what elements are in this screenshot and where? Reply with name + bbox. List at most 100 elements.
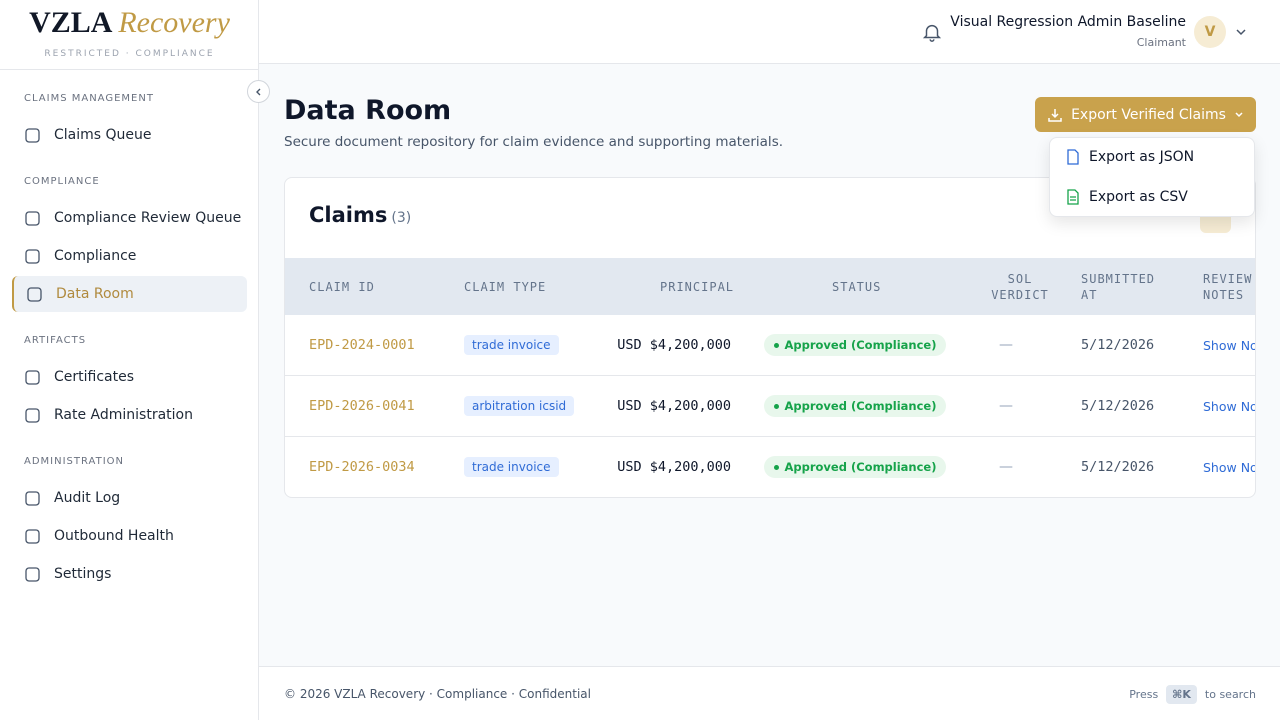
cell: 5/12/2026 xyxy=(1081,376,1154,436)
cell[interactable]: EPD-2026-0041 xyxy=(309,376,415,436)
column-header: STATUS xyxy=(832,280,882,294)
cell[interactable]: EPD-2024-0001 xyxy=(309,315,415,375)
status: Approved (Compliance) xyxy=(763,334,947,356)
show-notes[interactable]: Show Notes xyxy=(1203,459,1255,475)
brand[interactable]: VZLA Recovery xyxy=(0,6,259,40)
footer: © 2026 VZLA Recovery · Compliance · Conf… xyxy=(259,666,1280,720)
export-button[interactable]: Export Verified Claims xyxy=(1035,97,1256,132)
cell: — xyxy=(966,376,1046,436)
nav-item[interactable]: Compliance Review Queue xyxy=(12,200,247,236)
column-header: SOL VERDICT xyxy=(991,272,1049,302)
tagline: RESTRICTED · COMPLIANCE xyxy=(44,49,215,59)
nav-item[interactable]: Settings xyxy=(12,556,247,592)
cell: trade invoice xyxy=(464,437,559,497)
page-subtitle: Secure document repository for claim evi… xyxy=(284,134,784,150)
nav-label: Claims Queue xyxy=(54,127,152,143)
submitted-at: 5/12/2026 xyxy=(1081,459,1155,475)
user-role: Claimant xyxy=(1136,36,1186,49)
page-title: Data Room xyxy=(284,95,452,126)
menu-label: Export as JSON xyxy=(1089,149,1195,165)
cell[interactable]: EPD-2026-0034 xyxy=(309,437,415,497)
brand-name: VZLA xyxy=(29,6,111,39)
column-header: CLAIM ID xyxy=(309,280,375,294)
sol-verdict: — xyxy=(999,459,1013,475)
cell: USD $4,200,000 xyxy=(585,437,731,497)
column-header: REVIEW NOTES xyxy=(1203,272,1253,302)
cell: USD $4,200,000 xyxy=(585,315,731,375)
avatar[interactable]: V xyxy=(1194,16,1226,48)
collapse-button[interactable] xyxy=(247,80,270,103)
nav-label: Audit Log xyxy=(54,490,121,506)
nav-label: Certificates xyxy=(54,369,135,385)
nav-label: Outbound Health xyxy=(54,528,174,544)
nav-section: COMPLIANCE xyxy=(24,176,100,187)
menu-item[interactable]: Export as CSV xyxy=(1066,189,1188,205)
hint-text: Press xyxy=(1129,688,1159,701)
card-title: Claims (3) xyxy=(309,203,411,227)
status: Approved (Compliance) xyxy=(763,395,947,417)
menu-item[interactable]: Export as JSON xyxy=(1066,149,1194,165)
nav-item[interactable]: Compliance xyxy=(12,238,247,274)
shortcut: ⌘K xyxy=(1166,685,1197,704)
menu-label: Export as CSV xyxy=(1089,189,1188,205)
copyright: © 2026 VZLA Recovery · Compliance · Conf… xyxy=(284,687,591,701)
submitted-at: 5/12/2026 xyxy=(1081,398,1155,414)
cell: trade invoice xyxy=(464,315,559,375)
cell: Show Notes xyxy=(1203,376,1255,436)
claim-type: arbitration icsid xyxy=(464,396,575,416)
nav-label: Data Room xyxy=(56,286,134,302)
user-name: Visual Regression Admin Baseline xyxy=(950,14,1186,30)
user-menu[interactable] xyxy=(1235,27,1247,37)
brand-accent: Recovery xyxy=(118,6,230,39)
card-title-text: Claims xyxy=(309,203,388,227)
nav-item[interactable]: Audit Log xyxy=(12,480,247,516)
cell: Approved (Compliance) xyxy=(755,376,955,436)
principal: USD $4,200,000 xyxy=(617,459,731,475)
nav-label: Compliance Review Queue xyxy=(54,210,242,226)
cell: Show Notes xyxy=(1203,315,1255,375)
column-header: PRINCIPAL xyxy=(660,280,735,294)
nav-item[interactable]: Certificates xyxy=(12,359,247,395)
table-row: EPD-2024-0001 trade invoice USD $4,200,000… xyxy=(285,315,1255,376)
sol-verdict: — xyxy=(999,398,1013,414)
table-row: EPD-2026-0041 arbitration icsid USD $4,200… xyxy=(285,376,1255,437)
sidebar: VZLA Recovery RESTRICTED · COMPLIANCE CL… xyxy=(0,0,259,720)
claims-card: Claims (3) CLAIM ID CLAIM TYPE PRINCIPAL STA… xyxy=(284,177,1256,498)
divider xyxy=(0,69,259,70)
nav-label: Rate Administration xyxy=(54,407,193,423)
nav-label: Settings xyxy=(54,566,112,582)
cell: USD $4,200,000 xyxy=(585,376,731,436)
search-hint: Press ⌘K to search xyxy=(1129,685,1256,704)
column-header: CLAIM TYPE xyxy=(464,280,547,294)
nav-section: CLAIMS MANAGEMENT xyxy=(24,93,154,104)
claim-type: trade invoice xyxy=(464,335,559,355)
principal: USD $4,200,000 xyxy=(617,398,731,414)
topbar: Visual Regression Admin Baseline Claiman… xyxy=(259,0,1280,64)
nav-item[interactable]: Data Room xyxy=(12,276,247,312)
nav-section: ADMINISTRATION xyxy=(24,456,125,467)
principal: USD $4,200,000 xyxy=(617,337,731,353)
claim-id: EPD-2026-0041 xyxy=(309,398,415,414)
cell: 5/12/2026 xyxy=(1081,437,1154,497)
show-notes[interactable]: Show Notes xyxy=(1203,398,1255,414)
nav-item[interactable]: Rate Administration xyxy=(12,397,247,433)
sol-verdict: — xyxy=(999,337,1013,353)
table-header: CLAIM ID CLAIM TYPE PRINCIPAL STATUS SOL VER… xyxy=(285,258,1255,315)
claim-id: EPD-2026-0034 xyxy=(309,459,415,475)
table-row: EPD-2026-0034 trade invoice USD $4,200,000… xyxy=(285,437,1255,497)
status: Approved (Compliance) xyxy=(763,456,947,478)
cell: — xyxy=(966,315,1046,375)
claim-id: EPD-2024-0001 xyxy=(309,337,415,353)
submitted-at: 5/12/2026 xyxy=(1081,337,1155,353)
export-label: Export Verified Claims xyxy=(1071,106,1226,123)
export-menu: Export as JSON Export as CSV xyxy=(1049,137,1255,217)
cell: Approved (Compliance) xyxy=(755,437,955,497)
claim-count: (3) xyxy=(391,210,412,226)
nav-item[interactable]: Outbound Health xyxy=(12,518,247,554)
cell: arbitration icsid xyxy=(464,376,575,436)
show-notes[interactable]: Show Notes xyxy=(1203,337,1255,353)
nav-label: Compliance xyxy=(54,248,137,264)
notifications[interactable] xyxy=(921,21,943,43)
nav-item[interactable]: Claims Queue xyxy=(12,117,247,153)
